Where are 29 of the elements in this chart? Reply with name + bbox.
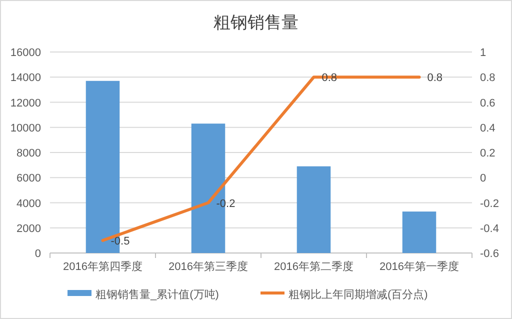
y-tick-label: 0 xyxy=(34,248,41,260)
y2-tick-label: 0.2 xyxy=(480,148,496,160)
y2-tick-label: 0 xyxy=(480,172,486,185)
y-tick-label: 2000 xyxy=(16,222,41,235)
data-label: 0.8 xyxy=(322,72,338,84)
y-tick-label: 6000 xyxy=(16,172,41,185)
y-tick-label: 12000 xyxy=(10,97,41,110)
bar xyxy=(402,212,436,253)
y-tick-label: 14000 xyxy=(10,72,41,84)
data-label: 0.8 xyxy=(427,72,443,84)
x-tick-label: 2016年第四季度 xyxy=(63,260,142,273)
y-tick-label: 16000 xyxy=(10,47,41,59)
y2-tick-label: -0.4 xyxy=(480,222,499,235)
y-tick-label: 8000 xyxy=(16,148,41,160)
y2-tick-label: 0.4 xyxy=(480,122,496,134)
y2-tick-label: -0.6 xyxy=(480,248,499,260)
legend-label: 粗钢比上年同期增减(百分点) xyxy=(288,288,428,301)
y-tick-label: 4000 xyxy=(16,198,41,210)
x-tick-label: 2016年第二季度 xyxy=(274,260,354,273)
x-tick-label: 2016年第三季度 xyxy=(168,260,248,273)
y2-tick-label: -0.2 xyxy=(480,198,499,210)
chart-title: 粗钢销售量 xyxy=(214,13,298,32)
y2-tick-label: 0.8 xyxy=(480,72,496,84)
x-tick-label: 2016年第一季度 xyxy=(380,260,459,273)
legend-label: 粗钢销售量_累计值(万吨) xyxy=(96,288,219,301)
y2-tick-label: 1 xyxy=(480,47,486,59)
bar xyxy=(296,166,331,253)
y2-tick-label: 0.6 xyxy=(480,97,496,110)
y-tick-label: 10000 xyxy=(10,122,41,134)
